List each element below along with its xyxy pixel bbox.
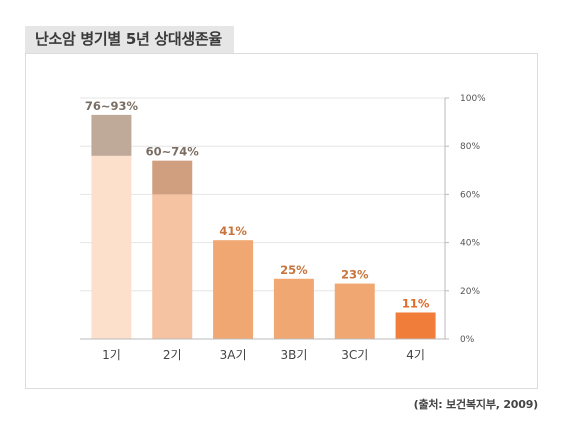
category-label: 2기 — [163, 348, 182, 362]
data-label: 25% — [280, 263, 308, 277]
chart-title: 난소암 병기별 5년 상대생존율 — [25, 26, 234, 53]
y-tick-label: 40% — [460, 239, 480, 249]
category-label: 3B기 — [280, 348, 307, 362]
bar — [334, 283, 375, 339]
y-tick-label: 100% — [460, 94, 486, 104]
bar — [395, 312, 436, 339]
category-label: 3A기 — [220, 348, 247, 362]
bar-range — [91, 114, 132, 156]
y-tick-label: 60% — [460, 190, 480, 200]
data-label: 23% — [341, 268, 369, 282]
category-label: 4기 — [406, 348, 425, 362]
data-label: 76~93% — [85, 99, 139, 113]
category-label: 1기 — [102, 348, 121, 362]
bar — [213, 240, 254, 339]
source-note: (출처: 보건복지부, 2009) — [413, 398, 539, 411]
data-label: 41% — [219, 224, 247, 238]
y-tick-label: 20% — [460, 287, 480, 297]
data-label: 60~74% — [146, 145, 200, 159]
bar — [91, 155, 132, 339]
data-label: 11% — [402, 296, 430, 310]
y-tick-label: 0% — [460, 335, 475, 345]
bar — [273, 278, 314, 339]
bar-range — [152, 160, 193, 195]
category-label: 3C기 — [341, 348, 368, 362]
bar — [152, 194, 193, 339]
y-tick-label: 80% — [460, 142, 480, 152]
